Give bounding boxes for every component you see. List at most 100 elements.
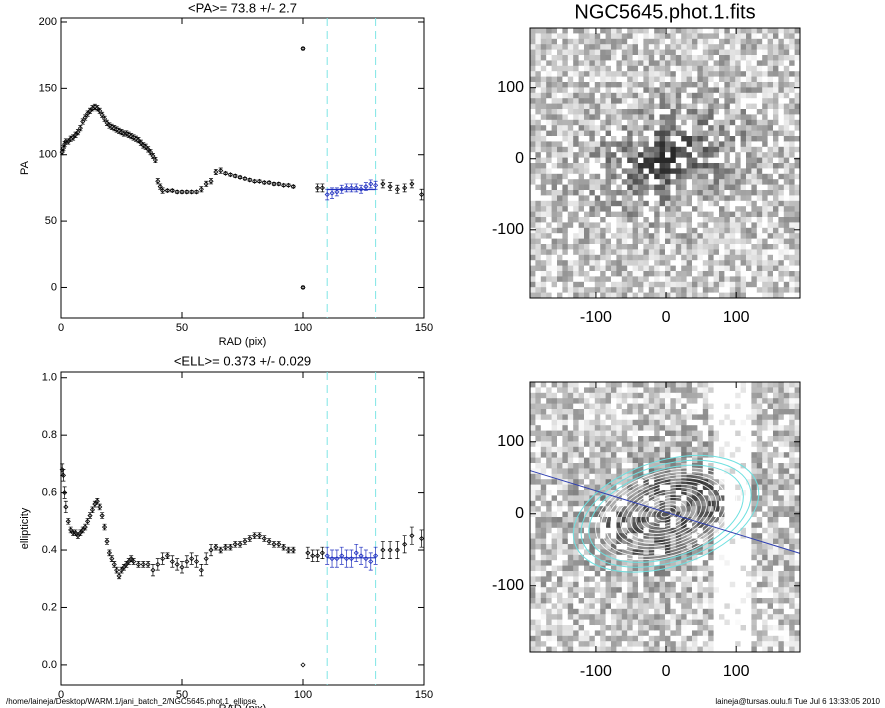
pixel	[702, 571, 709, 577]
pixel	[692, 98, 698, 104]
pixel	[665, 576, 671, 583]
pixel	[729, 276, 736, 283]
pixel	[535, 614, 542, 620]
pixel	[643, 254, 650, 261]
pixel	[654, 55, 660, 61]
pixel	[724, 403, 731, 410]
pixel	[551, 281, 558, 288]
pixel	[546, 60, 552, 67]
pixel	[546, 425, 552, 431]
pixel	[648, 195, 655, 202]
pixel	[659, 211, 666, 218]
pixel	[762, 103, 768, 110]
pixel	[616, 82, 623, 88]
pixel	[540, 436, 547, 442]
pixel	[724, 114, 731, 121]
pixel	[654, 65, 660, 72]
pixel	[600, 146, 606, 153]
pixel	[540, 60, 547, 67]
pixel	[530, 392, 536, 399]
pixel	[729, 598, 736, 604]
pixel	[535, 152, 542, 158]
pixel	[719, 200, 725, 207]
pixel	[746, 457, 752, 464]
pixel	[778, 260, 785, 266]
pixel	[621, 495, 628, 502]
pixel	[594, 55, 601, 61]
pixel	[686, 576, 693, 583]
pixel	[756, 260, 763, 266]
pixel	[594, 414, 601, 421]
pixel	[675, 190, 682, 196]
pixel	[670, 184, 677, 191]
pixel	[535, 635, 542, 642]
pixel	[702, 146, 709, 153]
pixel	[557, 382, 563, 388]
pixel	[692, 260, 698, 266]
pixel	[648, 646, 655, 653]
pixel	[643, 614, 650, 620]
pixel	[648, 82, 655, 88]
pixel	[719, 287, 725, 293]
pixel	[567, 479, 574, 485]
pixel	[740, 576, 747, 583]
pixel	[589, 646, 596, 653]
pixel	[638, 446, 644, 453]
pixel	[605, 152, 612, 158]
pixel	[611, 463, 617, 469]
pixel	[740, 403, 747, 410]
pixel	[697, 71, 704, 77]
pixel	[567, 249, 574, 256]
pixel	[778, 217, 785, 223]
pixel	[697, 287, 704, 293]
pixel	[713, 157, 720, 164]
pixel	[670, 463, 677, 469]
pixel	[692, 419, 698, 426]
pixel	[659, 479, 666, 485]
pixel	[713, 71, 720, 77]
pixel	[778, 206, 785, 212]
pixel	[611, 425, 617, 431]
pixel	[719, 382, 725, 388]
pixel	[794, 146, 801, 153]
pixel	[611, 211, 617, 218]
pixel	[594, 195, 601, 202]
pixel	[670, 98, 677, 104]
pixel	[616, 227, 623, 234]
pixel	[621, 276, 628, 283]
pixel	[708, 71, 714, 77]
pixel	[713, 419, 720, 426]
pixel	[724, 500, 731, 507]
pixel	[708, 598, 714, 604]
pixel	[719, 217, 725, 223]
pixel	[546, 195, 552, 202]
pixel	[546, 619, 552, 626]
pixel	[686, 227, 693, 234]
pixel	[584, 292, 590, 299]
pixel	[789, 163, 795, 169]
pixel	[681, 527, 687, 534]
pixel	[654, 200, 660, 207]
pixel	[746, 173, 752, 180]
error-bar	[325, 546, 330, 565]
pixel	[627, 441, 633, 448]
pixel	[670, 222, 677, 229]
y-tick-label: 100	[39, 149, 57, 161]
pixel	[632, 103, 639, 110]
pixel	[648, 244, 655, 250]
pixel	[756, 292, 763, 299]
pixel	[697, 222, 704, 229]
pixel	[573, 463, 579, 469]
pixel	[713, 206, 720, 212]
pixel	[735, 641, 741, 647]
pixel	[665, 109, 671, 115]
pixel	[605, 200, 612, 207]
pixel	[643, 403, 650, 410]
pixel	[600, 387, 606, 394]
error-bar	[291, 184, 296, 189]
pixel	[584, 211, 590, 218]
pixel	[648, 576, 655, 583]
pixel	[735, 49, 741, 56]
pixel	[567, 484, 574, 491]
pixel	[692, 125, 698, 131]
